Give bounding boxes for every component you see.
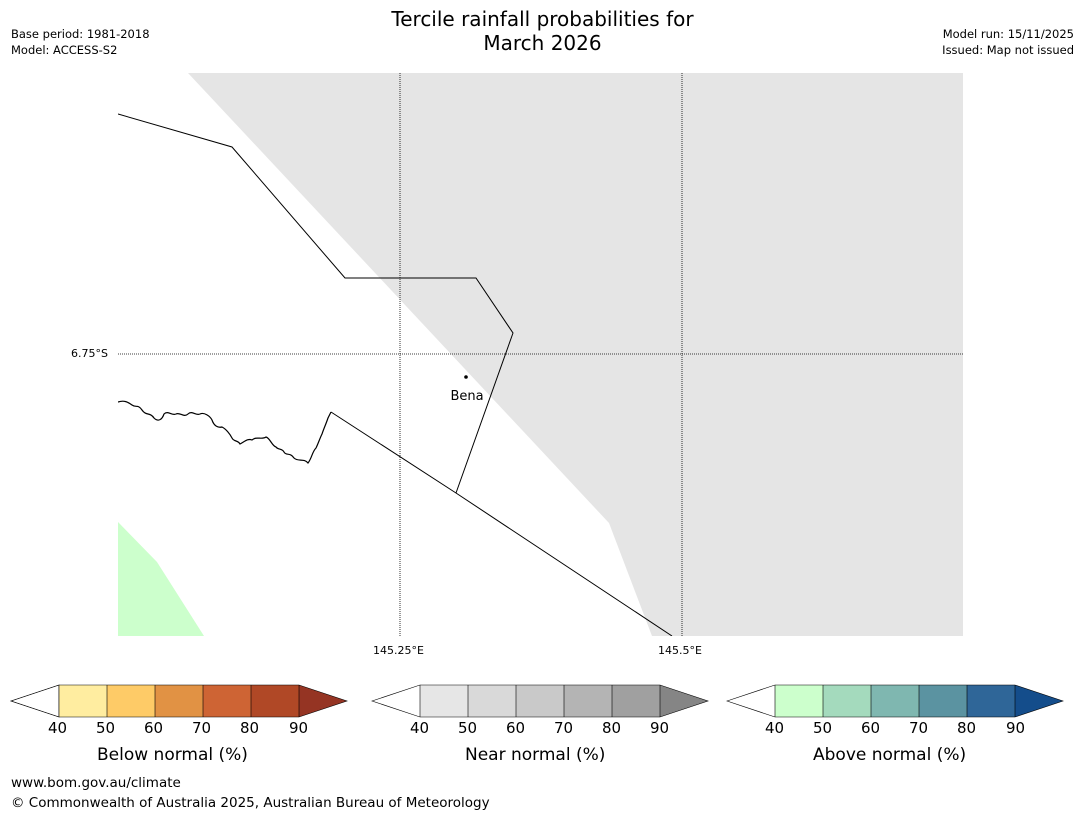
tick-near-70: 70 xyxy=(554,719,574,737)
colorbar-below-bin-80-90 xyxy=(251,685,299,717)
colorbar-below-bin-40-50 xyxy=(59,685,107,717)
tick-below-90: 90 xyxy=(289,719,309,737)
base-period-text: Base period: 1981-2018 xyxy=(11,27,150,41)
tick-below-60: 60 xyxy=(144,719,164,737)
tick-above-60: 60 xyxy=(861,719,881,737)
model-run-text: Model run: 15/11/2025 xyxy=(942,27,1074,41)
tick-below-40: 40 xyxy=(48,719,68,737)
tick-near-90: 90 xyxy=(650,719,670,737)
model-text: Model: ACCESS-S2 xyxy=(11,43,118,57)
tick-near-80: 80 xyxy=(602,719,622,737)
issued-text: Issued: Map not issued xyxy=(942,43,1074,57)
footer-website[interactable]: www.bom.gov.au/climate xyxy=(11,775,181,791)
colorbar-near-normal xyxy=(371,684,709,718)
colorbar-near-bin-80-90 xyxy=(612,685,660,717)
bena-marker xyxy=(464,375,468,379)
tick-near-50: 50 xyxy=(458,719,478,737)
lon-label-145-5: 145.5°E xyxy=(658,644,702,657)
header-right-info: Model run: 15/11/2025 Issued: Map not is… xyxy=(942,26,1074,58)
tick-above-90: 90 xyxy=(1006,719,1026,737)
lat-label-6-75: 6.75°S xyxy=(71,347,108,360)
near-normal-region xyxy=(188,73,963,636)
title-line-2: March 2026 xyxy=(483,31,602,55)
tick-below-70: 70 xyxy=(192,719,212,737)
province-boundary-south xyxy=(330,411,673,636)
legend-near-normal: 40 50 60 70 80 90 Near normal (%) xyxy=(371,684,711,765)
colorbar-above-bin-70-80 xyxy=(919,685,967,717)
colorbar-below-normal xyxy=(10,684,348,718)
lon-label-145-25: 145.25°E xyxy=(373,644,424,657)
colorbar-below-extend-high xyxy=(299,685,347,717)
colorbar-below-bin-50-60 xyxy=(107,685,155,717)
legend-title-above: Above normal (%) xyxy=(813,745,967,765)
tick-below-80: 80 xyxy=(240,719,260,737)
tick-above-40: 40 xyxy=(765,719,785,737)
colorbar-near-bin-50-60 xyxy=(468,685,516,717)
above-normal-region xyxy=(118,522,204,636)
page-title: Tercile rainfall probabilities for March… xyxy=(0,7,1085,55)
province-boundary-north xyxy=(118,113,514,494)
colorbar-above-bin-40-50 xyxy=(775,685,823,717)
legend-title-near: Near normal (%) xyxy=(465,745,606,765)
colorbar-above-bin-60-70 xyxy=(871,685,919,717)
title-line-1: Tercile rainfall probabilities for xyxy=(391,7,694,31)
colorbar-below-bin-70-80 xyxy=(203,685,251,717)
colorbar-above-extend-low xyxy=(727,685,775,717)
colorbar-below-bin-60-70 xyxy=(155,685,203,717)
legend-above-normal: 40 50 60 70 80 90 Above normal (%) xyxy=(726,684,1066,765)
colorbar-near-bin-70-80 xyxy=(564,685,612,717)
tick-above-50: 50 xyxy=(813,719,833,737)
colorbar-above-normal xyxy=(726,684,1064,718)
tick-near-40: 40 xyxy=(410,719,430,737)
colorbar-near-extend-low xyxy=(372,685,420,717)
colorbar-above-extend-high xyxy=(1015,685,1063,717)
colorbar-below-extend-low xyxy=(10,684,60,718)
colorbar-near-bin-60-70 xyxy=(516,685,564,717)
tick-above-70: 70 xyxy=(909,719,929,737)
legend-title-below: Below normal (%) xyxy=(97,745,248,765)
header-left-info: Base period: 1981-2018 Model: ACCESS-S2 xyxy=(11,26,150,58)
footer-copyright: © Commonwealth of Australia 2025, Austra… xyxy=(11,795,490,811)
colorbar-near-extend-high xyxy=(660,685,708,717)
colorbar-above-bin-50-60 xyxy=(823,685,871,717)
bena-label: Bena xyxy=(450,389,483,404)
tick-near-60: 60 xyxy=(506,719,526,737)
tick-above-80: 80 xyxy=(957,719,977,737)
river-boundary xyxy=(118,400,332,464)
colorbar-near-bin-40-50 xyxy=(420,685,468,717)
legend-below-normal: 40 50 60 70 80 90 Below normal (%) xyxy=(10,684,350,765)
colorbar-above-bin-80-90 xyxy=(967,685,1015,717)
tick-below-50: 50 xyxy=(96,719,116,737)
